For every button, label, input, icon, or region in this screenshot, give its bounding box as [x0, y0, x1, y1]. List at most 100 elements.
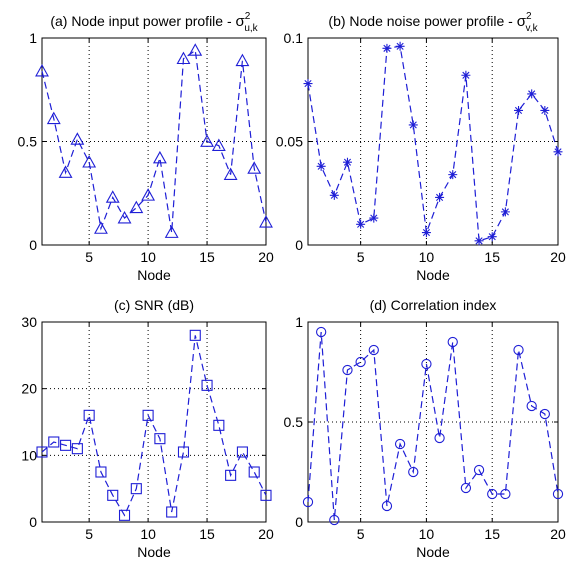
data-point — [461, 70, 471, 80]
x-tick-label: 20 — [258, 526, 274, 542]
data-point — [70, 132, 85, 145]
data-point — [303, 79, 313, 89]
series-line — [41, 335, 267, 517]
data-point — [342, 157, 352, 167]
data-point — [513, 344, 524, 356]
data-point — [382, 43, 392, 53]
x-axis-label: Node — [137, 544, 171, 560]
data-point — [355, 356, 366, 368]
data-point — [316, 326, 327, 338]
x-tick-label: 5 — [85, 249, 93, 265]
x-tick-label: 5 — [357, 249, 365, 265]
data-point — [36, 446, 48, 458]
data-point — [329, 190, 339, 200]
data-point — [302, 496, 314, 508]
data-point — [381, 500, 393, 512]
x-tick-label: 20 — [258, 249, 274, 265]
data-point — [211, 138, 226, 151]
data-point — [235, 53, 250, 67]
data-point — [176, 51, 191, 65]
x-axis-label: Node — [137, 267, 171, 283]
data-point — [152, 150, 167, 164]
data-point — [259, 215, 273, 228]
data-point — [421, 228, 431, 238]
y-tick-label: 20 — [21, 381, 37, 397]
panel-a: 5 10 15 20 0 0.5 1 (a) Node input power profile… — [18, 11, 274, 283]
data-point — [71, 443, 83, 455]
chart-title: (b) Node noise power profile - σ2 v,k — [328, 11, 538, 34]
data-point — [247, 161, 262, 174]
data-point — [408, 466, 419, 478]
data-point — [527, 89, 537, 99]
data-point — [460, 482, 472, 494]
data-point — [48, 436, 60, 448]
data-point — [154, 433, 166, 445]
y-tick-label: 0.5 — [18, 134, 38, 150]
y-tick-label: 0.1 — [284, 30, 304, 46]
data-point — [552, 488, 564, 500]
data-point — [35, 63, 49, 77]
data-point — [316, 161, 326, 171]
data-point — [82, 155, 97, 168]
chart-title: (c) SNR (dB) — [114, 297, 194, 313]
data-point — [58, 165, 73, 178]
data-point — [394, 438, 406, 450]
data-point — [236, 446, 248, 458]
data-point — [223, 167, 238, 180]
x-tick-label: 20 — [550, 249, 566, 265]
chart-title: (a) Node input power profile - σ2 u,k — [50, 11, 258, 34]
data-point — [164, 225, 179, 238]
x-tick-label: 10 — [140, 249, 156, 265]
y-tick-label: 30 — [21, 314, 37, 330]
y-tick-label: 1 — [295, 314, 303, 330]
data-point — [540, 105, 550, 115]
x-tick-label: 15 — [199, 526, 215, 542]
data-point — [473, 464, 485, 476]
y-tick-label: 0 — [29, 237, 37, 253]
data-point — [487, 488, 498, 500]
data-point — [248, 466, 260, 478]
data-point — [46, 111, 61, 125]
y-tick-label: 0 — [29, 514, 37, 530]
x-tick-label: 10 — [419, 526, 435, 542]
data-point — [95, 466, 107, 478]
data-point — [260, 489, 272, 501]
data-point — [141, 188, 156, 201]
data-point — [117, 210, 132, 224]
data-point — [142, 409, 154, 421]
y-tick-label: 0.5 — [284, 414, 304, 430]
data-point — [200, 134, 214, 147]
panel-c: 5 10 15 20 0 10 20 30 (c) SNR (dB) Node — [21, 297, 274, 560]
data-point — [500, 207, 510, 217]
x-axis-label: Node — [416, 267, 450, 283]
data-point — [130, 483, 142, 495]
y-tick-label: 0 — [295, 514, 303, 530]
data-point — [356, 219, 366, 229]
x-tick-label: 20 — [550, 526, 566, 542]
data-point — [129, 200, 144, 214]
data-point — [395, 41, 405, 51]
data-point — [487, 232, 497, 242]
data-point — [177, 446, 190, 458]
series-line — [307, 45, 559, 242]
y-tick-label: 1 — [29, 30, 37, 46]
data-point — [539, 408, 550, 420]
series-line — [41, 49, 267, 233]
data-point — [368, 344, 379, 356]
data-point — [408, 120, 418, 130]
x-tick-label: 15 — [484, 249, 500, 265]
data-point — [60, 439, 72, 451]
data-point — [118, 509, 131, 521]
x-tick-label: 15 — [199, 249, 215, 265]
data-point — [500, 488, 511, 500]
x-tick-label: 5 — [357, 526, 365, 542]
data-point — [94, 221, 108, 234]
x-tick-label: 5 — [85, 526, 93, 542]
chart-title: (d) Correlation index — [370, 297, 497, 313]
data-point — [201, 379, 213, 391]
data-point — [189, 329, 201, 341]
data-point — [213, 419, 225, 431]
axes-box — [41, 321, 267, 523]
data-point — [421, 358, 432, 370]
